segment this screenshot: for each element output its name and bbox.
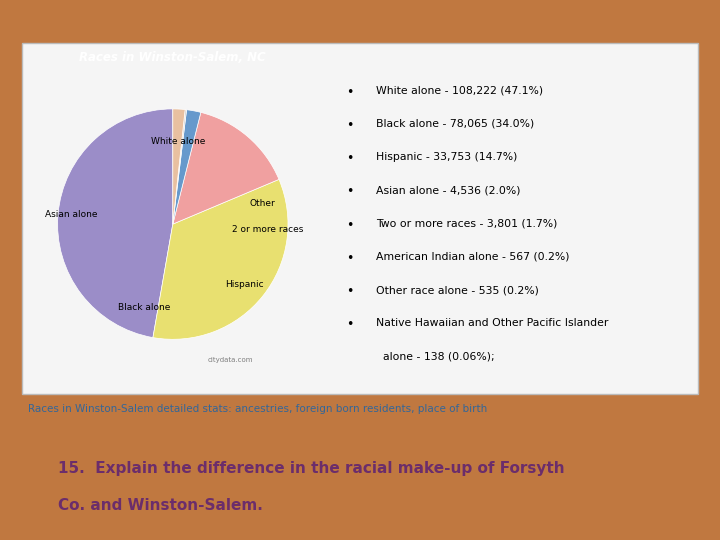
Wedge shape	[173, 112, 279, 224]
Wedge shape	[173, 109, 185, 224]
Text: Black alone: Black alone	[118, 302, 170, 312]
Text: Hispanic - 33,753 (14.7%): Hispanic - 33,753 (14.7%)	[376, 152, 517, 162]
Wedge shape	[58, 109, 173, 338]
Text: 2 or more races: 2 or more races	[232, 225, 303, 234]
Text: Asian alone - 4,536 (2.0%): Asian alone - 4,536 (2.0%)	[376, 185, 521, 195]
Text: Other: Other	[250, 199, 276, 208]
Text: Other race alone - 535 (0.2%): Other race alone - 535 (0.2%)	[376, 285, 539, 295]
Wedge shape	[173, 110, 201, 224]
Text: •: •	[346, 85, 354, 99]
Text: alone - 138 (0.06%);: alone - 138 (0.06%);	[376, 352, 495, 361]
Text: Two or more races - 3,801 (1.7%): Two or more races - 3,801 (1.7%)	[376, 219, 557, 228]
Text: •: •	[346, 185, 354, 198]
Text: •: •	[346, 252, 354, 265]
Text: citydata.com: citydata.com	[207, 357, 253, 363]
Text: Hispanic: Hispanic	[225, 280, 264, 288]
Text: American Indian alone - 567 (0.2%): American Indian alone - 567 (0.2%)	[376, 252, 570, 262]
Text: •: •	[346, 119, 354, 132]
Text: •: •	[346, 285, 354, 298]
Text: White alone - 108,222 (47.1%): White alone - 108,222 (47.1%)	[376, 85, 543, 96]
FancyBboxPatch shape	[22, 43, 698, 394]
Text: •: •	[346, 152, 354, 165]
Text: Asian alone: Asian alone	[45, 211, 98, 219]
Text: Co. and Winston-Salem.: Co. and Winston-Salem.	[58, 498, 263, 512]
Text: White alone: White alone	[151, 137, 206, 146]
Text: Races in Winston-Salem, NC: Races in Winston-Salem, NC	[79, 51, 266, 64]
Text: •: •	[346, 219, 354, 232]
Text: Races in Winston-Salem detailed stats: ancestries, foreign born residents, place: Races in Winston-Salem detailed stats: a…	[28, 404, 487, 414]
Text: Black alone - 78,065 (34.0%): Black alone - 78,065 (34.0%)	[376, 119, 534, 129]
Text: •: •	[346, 318, 354, 331]
Wedge shape	[153, 179, 288, 339]
Text: 15.  Explain the difference in the racial make-up of Forsyth: 15. Explain the difference in the racial…	[58, 461, 564, 476]
Text: Native Hawaiian and Other Pacific Islander: Native Hawaiian and Other Pacific Island…	[376, 318, 608, 328]
Wedge shape	[173, 110, 186, 224]
